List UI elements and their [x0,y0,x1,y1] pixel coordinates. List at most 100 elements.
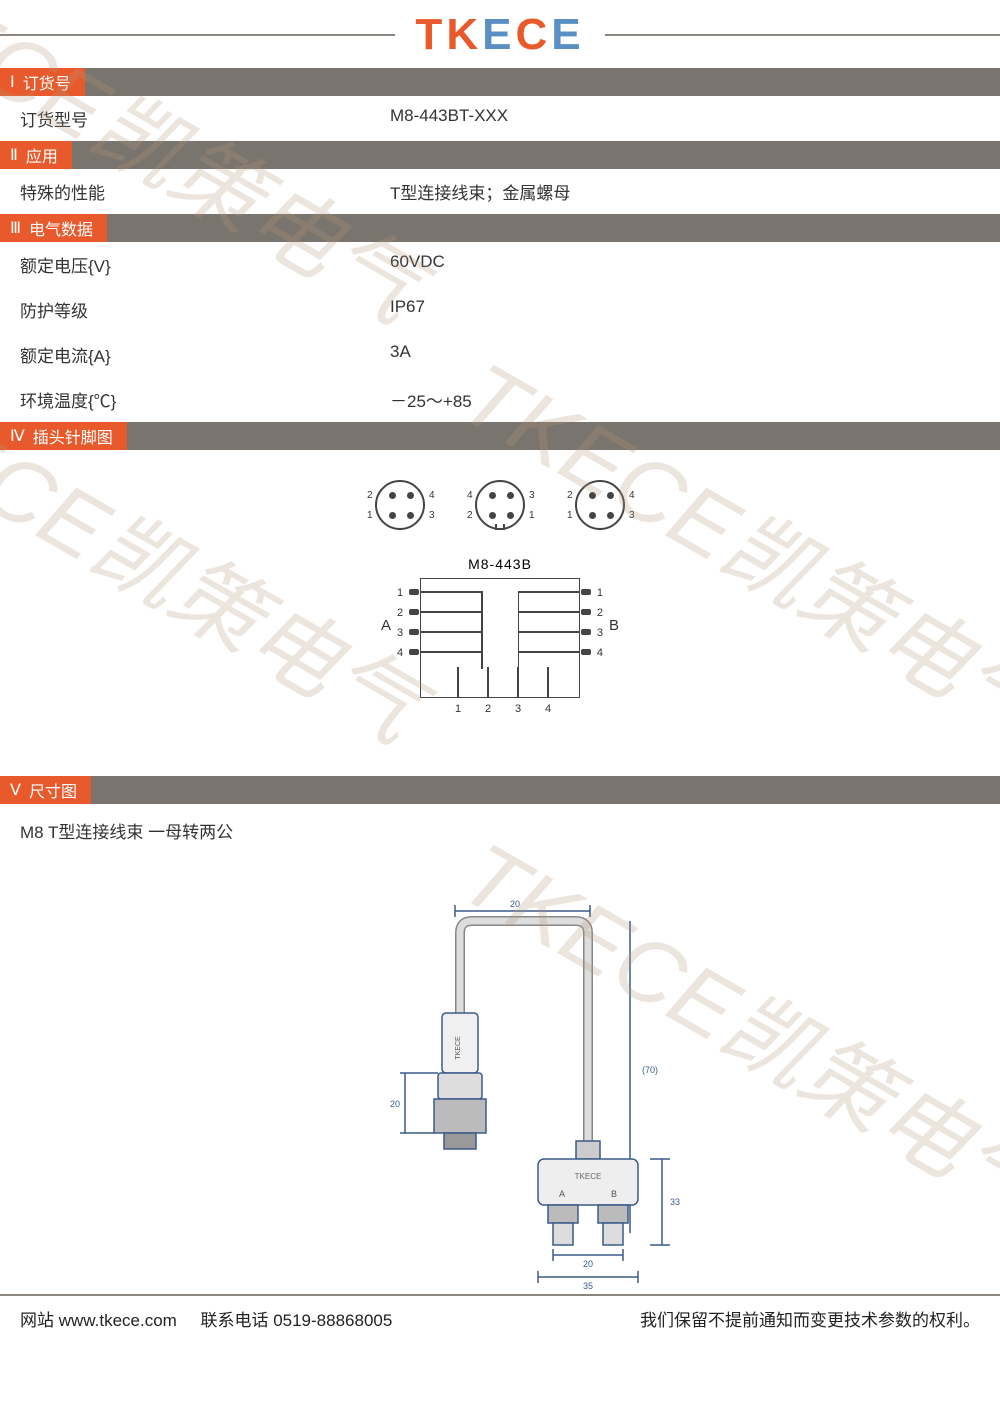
wiring-schematic: M8-443B112233441234AB [385,556,615,746]
footer: 网站 www.tkece.com 联系电话 0519-88868005 我们保留… [0,1294,1000,1331]
svg-text:TKECE: TKECE [575,1172,602,1181]
section-num: Ⅰ [10,72,15,92]
pin-dot [489,512,496,519]
pin-number: 4 [397,647,403,659]
page-content: TKECE凯策电气TKECE凯策电气TKECE凯策电气TKECE凯策电气 TKE… [0,0,1000,1343]
terminal [409,629,419,635]
terminal [409,649,419,655]
wire [518,591,520,669]
data-row: 订货型号M8-443BT-XXX [0,96,1000,141]
phone-number: 0519-88868005 [273,1311,392,1330]
section-title: 插头针脚图 [33,424,113,448]
wire [481,591,483,669]
connector-face: 2413 [575,480,625,530]
wire [519,651,579,653]
pin-dot [389,512,396,519]
pin-label: 3 [529,490,535,501]
footer-note: 我们保留不提前通知而变更技术参数的权利。 [640,1306,980,1331]
pin-number: 3 [515,703,521,715]
site-url: www.tkece.com [59,1311,177,1330]
terminal [409,589,419,595]
schematic-box: 112233441234AB [420,578,580,698]
pin-number: 1 [397,587,403,599]
svg-text:20: 20 [390,1099,400,1109]
data-label: 环境温度{℃} [20,387,390,412]
data-value: M8-443BT-XXX [390,106,980,131]
pin-label: 3 [629,510,635,521]
connector-face: 4321 [475,480,525,530]
section-tag: Ⅱ 应用 [0,141,72,169]
section-num: Ⅴ [10,780,21,800]
section-num: Ⅲ [10,218,21,238]
section-bar: Ⅳ 插头针脚图 [0,422,1000,450]
data-row: 额定电压{V}60VDC [0,242,1000,287]
phone-label: 联系电话 [200,1311,268,1330]
section-bar: Ⅲ 电气数据 [0,214,1000,242]
data-value: T型连接线束；金属螺母 [390,179,980,204]
dimension-subtitle: M8 T型连接线束 一母转两公 [0,804,1000,853]
section-title: 电气数据 [29,216,93,240]
data-row: 特殊的性能T型连接线束；金属螺母 [0,169,1000,214]
pin-dot [407,492,414,499]
section-title: 尺寸图 [29,778,77,802]
pin-dot [407,512,414,519]
svg-text:TKECE: TKECE [455,1036,462,1060]
svg-text:20: 20 [583,1259,593,1269]
wire [519,631,579,633]
wire [519,611,579,613]
section-bar: Ⅱ 应用 [0,141,1000,169]
data-value: IP67 [390,297,980,322]
wire [547,667,549,697]
site-label: 网站 [20,1311,54,1330]
svg-text:(70): (70) [642,1065,658,1075]
pin-dot [607,512,614,519]
connector-row: 241343212413 [365,480,635,536]
wire [421,611,481,613]
data-row: 环境温度{℃}－25～+85 [0,377,1000,422]
wire [487,667,489,697]
wire [421,651,481,653]
header-rule-right [605,34,1000,36]
pin-label: 2 [567,490,573,501]
pin-number: 3 [397,627,403,639]
pin-dot [589,492,596,499]
connector-notch [495,524,505,530]
data-row: 防护等级IP67 [0,287,1000,332]
header: TKECE [0,0,1000,68]
pin-number: 2 [485,703,491,715]
pin-number: 1 [455,703,461,715]
svg-text:B: B [611,1189,617,1199]
pin-diagram-area: 241343212413M8-443B112233441234AB [0,450,1000,776]
pin-number: 4 [545,703,551,715]
data-label: 额定电流{A} [20,342,390,367]
section-bar: Ⅰ订货号 [0,68,1000,96]
pin-dot [507,512,514,519]
pin-number: 2 [397,607,403,619]
pin-dot [389,492,396,499]
wire [421,591,481,593]
pin-label: 4 [467,490,473,501]
pin-number: 1 [597,587,603,599]
section-tag: Ⅲ 电气数据 [0,214,107,242]
svg-text:A: A [559,1189,565,1199]
terminal [581,589,591,595]
brand-logo: TKECE [395,10,604,60]
data-row: 额定电流{A}3A [0,332,1000,377]
svg-text:33: 33 [670,1197,680,1207]
wire [517,667,519,697]
pin-label: 2 [467,510,473,521]
section-num: Ⅳ [10,426,25,446]
svg-text:35: 35 [583,1281,593,1291]
section-num: Ⅱ [10,145,18,165]
wire [457,667,459,697]
data-label: 额定电压{V} [20,252,390,277]
pin-label: 4 [629,490,635,501]
section-title: 应用 [26,143,58,167]
terminal [409,609,419,615]
port-label-a: A [381,617,391,634]
dimension-drawing-area: 20 (70) TKECE 20 [0,853,1000,1343]
cable-drawing: 20 (70) TKECE 20 [310,893,690,1323]
pin-dot [589,512,596,519]
pin-label: 4 [429,490,435,501]
wire [421,631,481,633]
